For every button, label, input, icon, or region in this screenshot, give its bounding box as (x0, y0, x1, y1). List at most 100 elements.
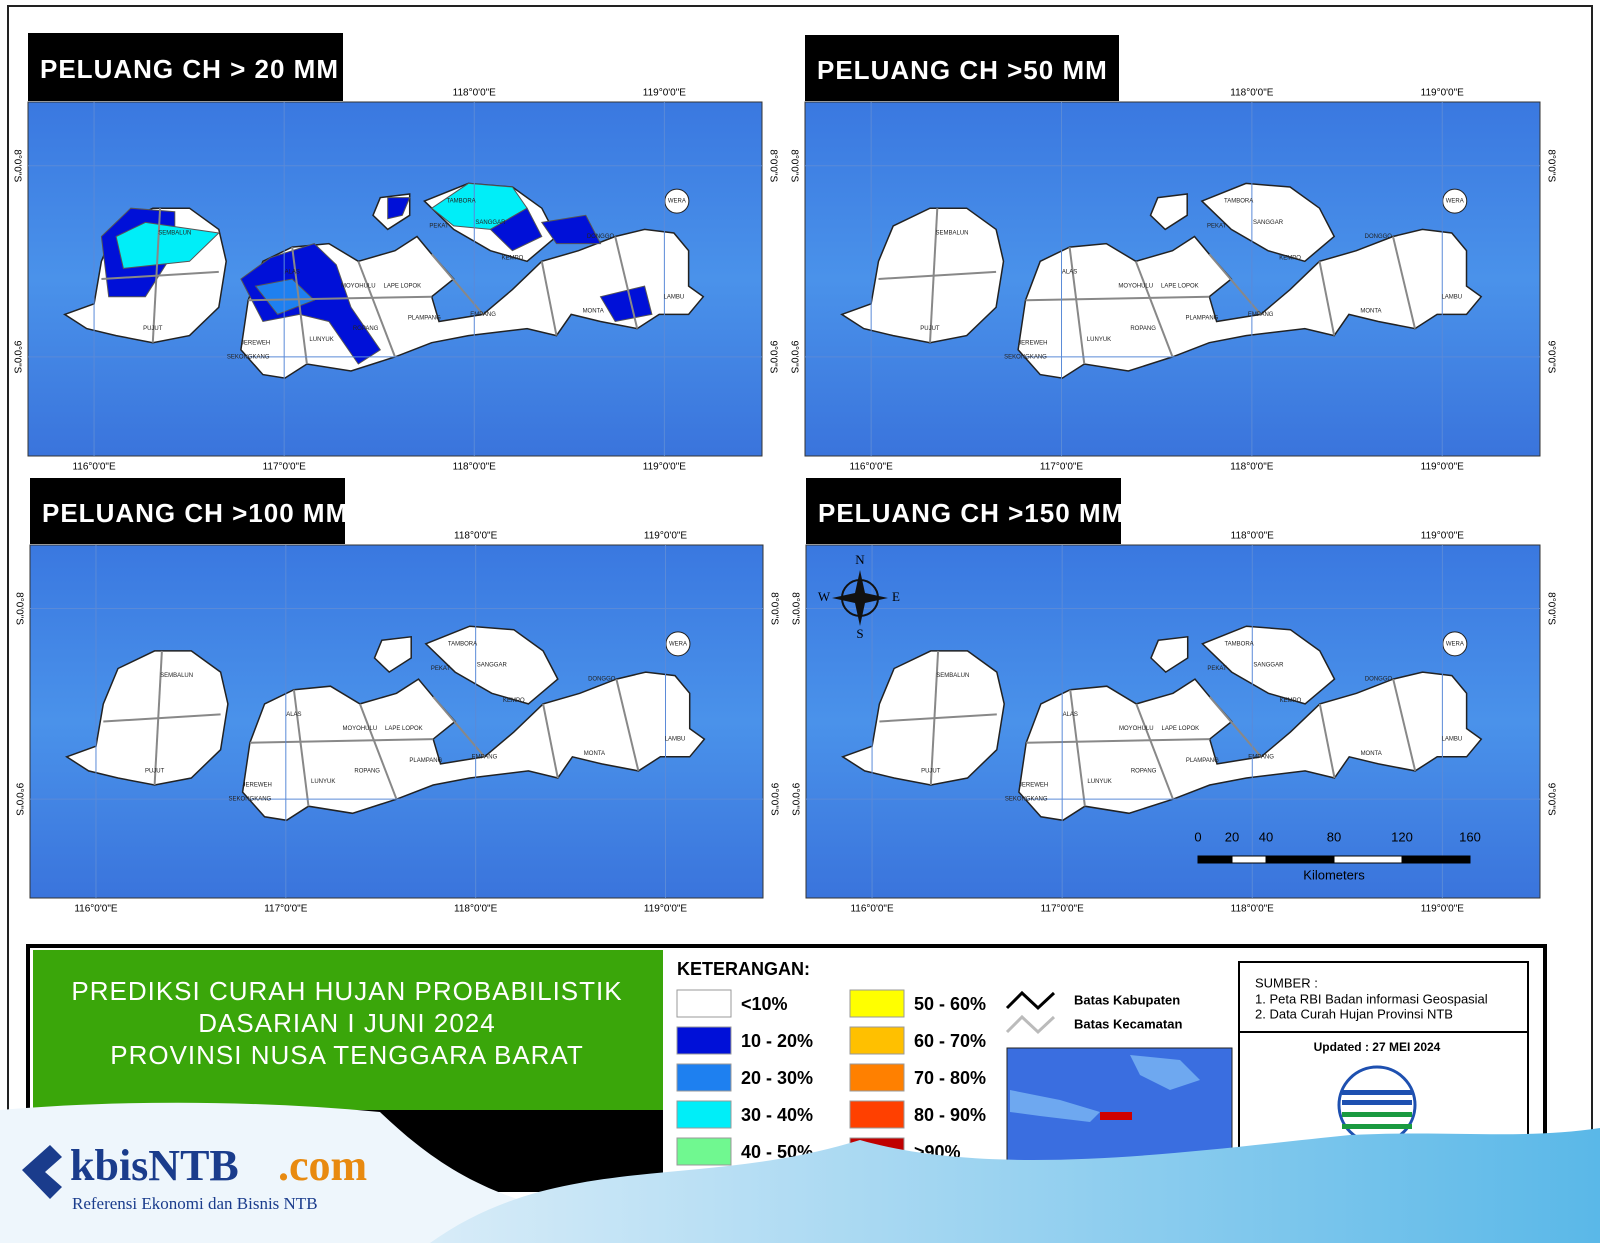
compass-label: N (855, 552, 865, 567)
lon-label: 119°0'0"E (1421, 531, 1465, 542)
legend-boundary-label: Batas Kecamatan (1074, 1016, 1182, 1031)
wave (430, 1128, 1600, 1243)
lat-label: 9°0'0"S (11, 340, 22, 373)
panel-title-box (28, 33, 343, 101)
panel-title-box (805, 35, 1119, 101)
scale-unit: Kilometers (1303, 867, 1365, 882)
place-label: ROPANG (353, 326, 379, 332)
district-boundary (540, 261, 558, 336)
lon-label: 118°0'0"E (453, 88, 497, 99)
lon-label: 116°0'0"E (74, 904, 118, 915)
place-label: DONGGO (587, 234, 615, 240)
place-label: MOYOHULU (343, 726, 378, 732)
bmkg-logo-band (1342, 1124, 1412, 1129)
place-label: SEKONGKANG (1004, 354, 1047, 360)
scale-segment (1333, 855, 1403, 864)
lat-label: 8°0'0"S (13, 592, 24, 625)
lat-label: 9°0'0"S (788, 340, 799, 373)
lon-label: 116°0'0"E (850, 462, 894, 473)
legend-swatch (676, 1100, 732, 1129)
lat-label: 9°0'0"S (13, 783, 24, 816)
bmkg-logo-band (1342, 1090, 1412, 1095)
place-label: SEMBALUN (160, 673, 193, 679)
place-label: LAPE LOPOK (1161, 284, 1199, 290)
scale-segment (1197, 855, 1233, 864)
legend-swatch (676, 989, 732, 1018)
district-boundary (614, 236, 639, 329)
place-label: LAMBU (665, 737, 686, 743)
district-boundary (1069, 689, 1086, 807)
place-label: SEKONGKANG (229, 797, 272, 803)
lat-label: 8°0'0"S (1545, 592, 1556, 625)
district-boundary (1318, 703, 1336, 779)
district-boundary (358, 703, 398, 800)
lat-label: 9°0'0"S (1545, 783, 1556, 816)
place-label: EMPANG (470, 312, 496, 318)
legend-label: 80 - 90% (914, 1105, 986, 1125)
place-label: EMPANG (1248, 754, 1274, 760)
place-label: SANGGAR (1253, 220, 1284, 226)
wave (0, 1102, 520, 1243)
district-boundary (1026, 738, 1210, 744)
lon-label: 116°0'0"E (850, 904, 894, 915)
info-line: PROVINSI NUSA TENGGARA BARAT (110, 1040, 583, 1070)
lon-label: 116°0'0"E (72, 462, 116, 473)
place-label: KEMPO (1280, 698, 1302, 704)
scale-label: 160 (1459, 829, 1481, 844)
district-boundary (1318, 261, 1336, 336)
place-label: WERA (669, 641, 687, 647)
probability-area (115, 221, 220, 269)
district-boundary (542, 703, 559, 779)
panel-title: PELUANG CH >50 MM (817, 55, 1108, 85)
place-label: WERA (668, 199, 686, 205)
updated: Updated : 27 MEI 2024 (1314, 1040, 1441, 1054)
place-label: TAMBORA (1224, 641, 1253, 647)
panel-title: PELUANG CH > 20 MM (40, 54, 339, 84)
inset-ntb (1100, 1112, 1132, 1120)
legend-swatch (849, 1063, 905, 1092)
compass-label: W (818, 589, 831, 604)
place-label: MONTA (584, 751, 605, 757)
place-label: SEMBALUN (935, 231, 968, 237)
legend-swatch (676, 1137, 732, 1166)
scale-segment (1265, 855, 1335, 864)
place-label: ROPANG (1131, 768, 1157, 774)
district-boundary (615, 678, 640, 772)
legend-swatch (849, 989, 905, 1018)
place-label: PUJUT (143, 326, 163, 332)
lon-label: 117°0'0"E (1040, 462, 1084, 473)
place-label: JEREWEH (243, 783, 272, 789)
lon-label: 119°0'0"E (643, 88, 687, 99)
lat-label: 8°0'0"S (768, 592, 779, 625)
place-label: LAPE LOPOK (385, 726, 423, 732)
lat-label: 8°0'0"S (788, 149, 799, 182)
district-boundary (1392, 678, 1417, 772)
lon-label: 118°0'0"E (454, 531, 498, 542)
district-boundary (291, 246, 308, 365)
place-label: PLAMPANG (409, 758, 442, 764)
place-label: LUNYUK (1087, 779, 1111, 785)
lon-label: 119°0'0"E (644, 531, 688, 542)
lat-label: 8°0'0"S (1545, 149, 1556, 182)
district-boundary (879, 713, 997, 723)
legend-label: 60 - 70% (914, 1031, 986, 1051)
lat-label: 8°0'0"S (767, 149, 778, 182)
island (1200, 182, 1336, 263)
island (424, 625, 559, 705)
island (241, 671, 706, 822)
panel-title: PELUANG CH >150 MM (818, 498, 1124, 528)
compass: N S E W (818, 552, 900, 641)
place-label: PEKAT (431, 666, 451, 672)
legend-swatch (676, 1063, 732, 1092)
island (1201, 625, 1336, 705)
compass-label: S (856, 626, 863, 641)
place-label: PLAMPANG (1186, 758, 1219, 764)
place-label: PUJUT (921, 768, 941, 774)
place-label: DONGGO (1365, 234, 1393, 240)
legend-title: KETERANGAN: (677, 959, 810, 979)
island (373, 635, 412, 674)
legend-line (1005, 1014, 1056, 1035)
scale-label: 80 (1327, 829, 1341, 844)
legend-line (1005, 990, 1056, 1011)
district-boundary (1025, 295, 1210, 302)
